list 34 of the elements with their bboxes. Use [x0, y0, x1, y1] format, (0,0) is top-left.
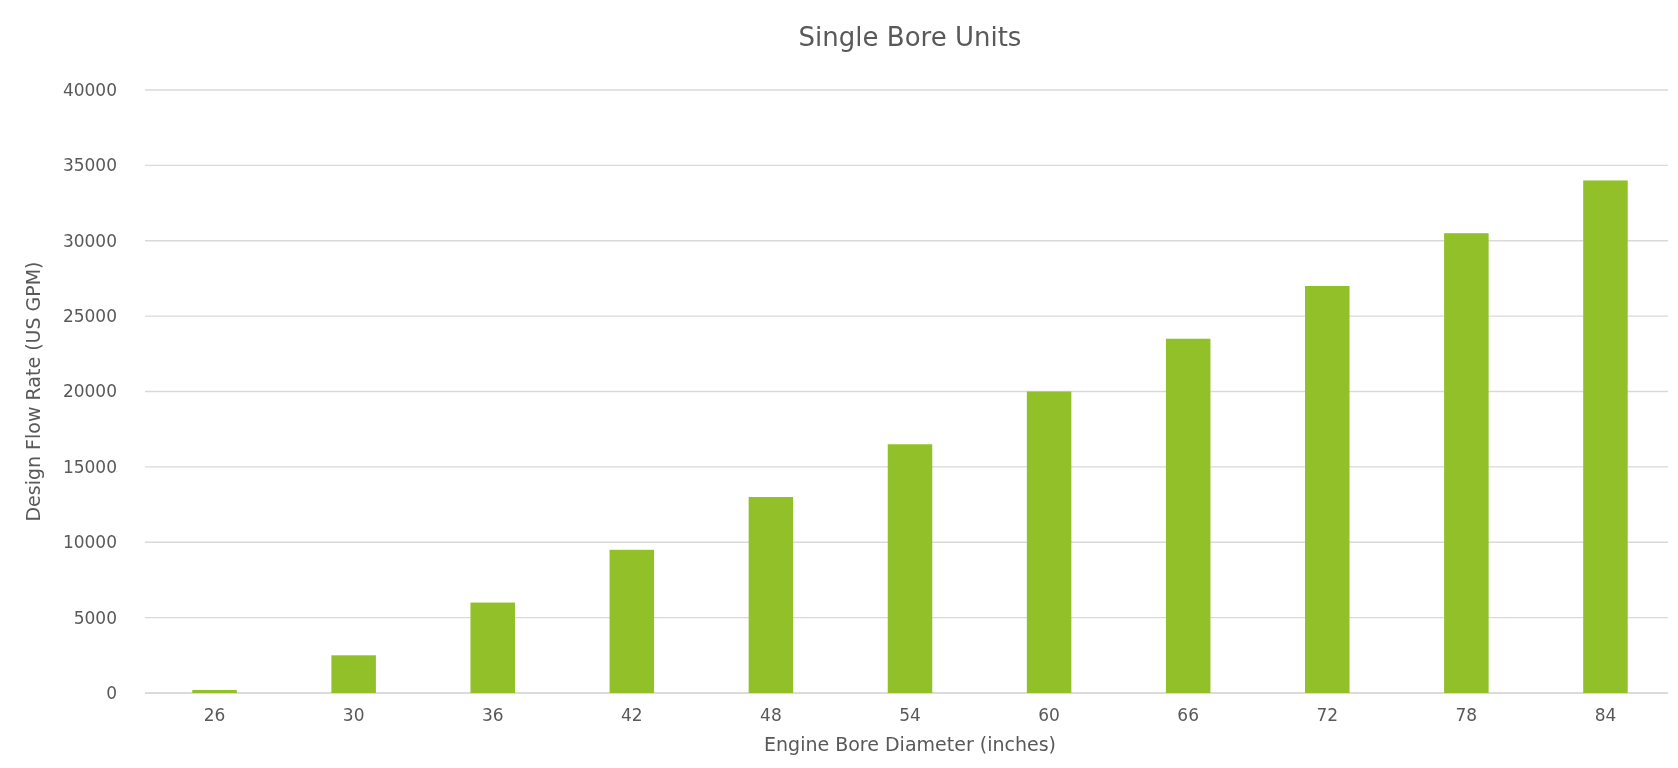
y-tick-label: 30000 — [62, 230, 117, 251]
chart-title: Single Bore Units — [798, 22, 1022, 52]
x-tick-label: 48 — [760, 705, 782, 725]
bar — [887, 444, 933, 693]
bar — [609, 549, 655, 693]
bar — [1444, 233, 1489, 693]
bar — [470, 602, 515, 693]
bar — [192, 689, 237, 693]
y-tick-label: 20000 — [62, 381, 117, 402]
y-tick-label: 10000 — [62, 532, 117, 553]
x-axis-title: Engine Bore Diameter (inches) — [764, 733, 1056, 755]
x-tick-label: 66 — [1177, 705, 1199, 725]
y-axis-title: Design Flow Rate (US GPM) — [22, 261, 44, 522]
y-tick-label: 35000 — [62, 155, 117, 176]
x-tick-label: 54 — [899, 705, 921, 725]
y-tick-label: 5000 — [73, 607, 117, 628]
x-tick-label: 84 — [1594, 705, 1617, 725]
x-tick-label: 72 — [1316, 705, 1339, 725]
bar — [1165, 338, 1211, 693]
bar — [1583, 180, 1628, 693]
y-tick-label: 0 — [106, 682, 117, 703]
bar — [748, 497, 794, 693]
x-tick-label: 26 — [203, 705, 226, 725]
y-tick-label: 15000 — [62, 456, 117, 477]
y-tick-label: 25000 — [62, 306, 117, 327]
x-tick-label: 42 — [621, 705, 643, 725]
bar — [1305, 285, 1350, 693]
x-tick-label: 78 — [1455, 705, 1478, 725]
x-tick-label: 36 — [481, 705, 504, 725]
x-tick-label: 30 — [342, 705, 365, 725]
bar — [331, 655, 376, 693]
x-tick-label: 60 — [1038, 705, 1060, 725]
bar — [1026, 391, 1072, 693]
y-tick-label: 40000 — [62, 79, 117, 100]
